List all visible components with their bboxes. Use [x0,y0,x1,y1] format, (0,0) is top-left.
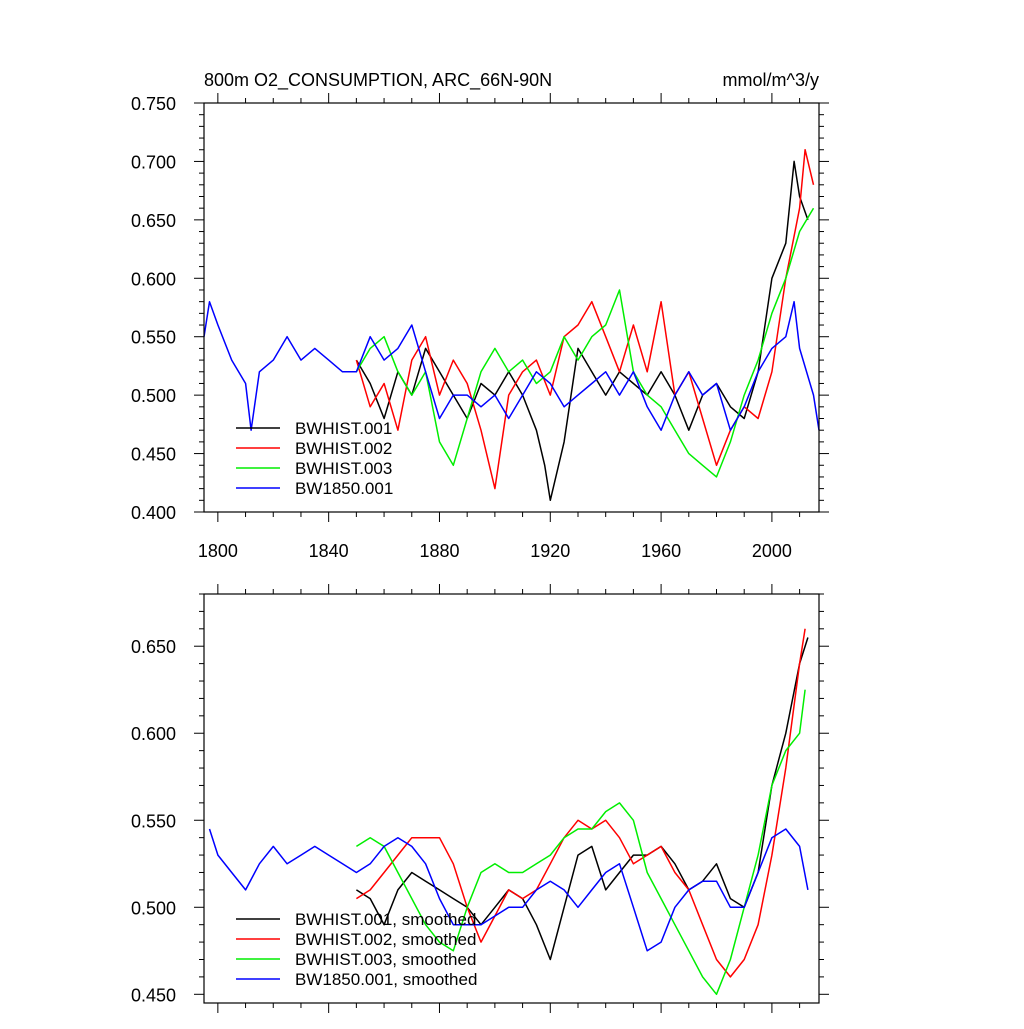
bottom-y-tick-label: 0.650 [131,637,176,657]
top-chart-title: 800m O2_CONSUMPTION, ARC_66N-90N [204,70,552,91]
top-series-line-3 [203,300,820,431]
top-y-tick-label: 0.500 [131,386,176,406]
top-panel: 800m O2_CONSUMPTION, ARC_66N-90N mmol/m^… [131,70,829,561]
top-chart-units: mmol/m^3/y [723,70,819,90]
top-legend-label: BWHIST.003 [295,459,392,478]
bottom-series-line-0 [356,637,809,961]
bottom-panel: 0.450 0.500 0.550 0.600 0.650 BWHIST.001, sm… [131,584,829,1013]
bottom-series-line-1 [356,628,806,978]
top-x-tick-label: 1960 [641,541,681,561]
top-y-tick-label: 0.550 [131,328,176,348]
top-legend-label: BWHIST.002 [295,439,392,458]
bottom-legend-label: BW1850.001, smoothed [295,970,477,989]
bottom-series-line-2 [356,689,806,996]
top-legend-label: BW1850.001 [295,479,393,498]
top-y-tick-label: 0.450 [131,445,176,465]
top-x-tick-label: 2000 [752,541,792,561]
bottom-y-tick-label: 0.550 [131,811,176,831]
bottom-series-line-3 [208,828,809,952]
top-y-tick-label: 0.600 [131,269,176,289]
top-x-tick-label: 1840 [309,541,349,561]
top-series-line-0 [355,160,809,502]
top-x-tick-label: 1880 [419,541,459,561]
top-y-tick-label: 0.750 [131,94,176,114]
bottom-legend-label: BWHIST.002, smoothed [295,930,476,949]
top-series-line-1 [355,148,815,490]
top-y-tick-label: 0.400 [131,503,176,523]
bottom-y-tick-label: 0.450 [131,985,176,1005]
top-x-tick-label: 1800 [198,541,238,561]
top-legend-label: BWHIST.001 [295,419,392,438]
bottom-y-tick-label: 0.500 [131,898,176,918]
bottom-y-tick-label: 0.600 [131,724,176,744]
top-x-tick-label: 1920 [530,541,570,561]
bottom-legend-label: BWHIST.001, smoothed [295,910,476,929]
bottom-legend-label: BWHIST.003, smoothed [295,950,476,969]
top-y-tick-label: 0.650 [131,211,176,231]
bottom-plot-frame [203,593,820,1004]
top-plot-frame [203,102,820,513]
top-y-tick-label: 0.700 [131,152,176,172]
